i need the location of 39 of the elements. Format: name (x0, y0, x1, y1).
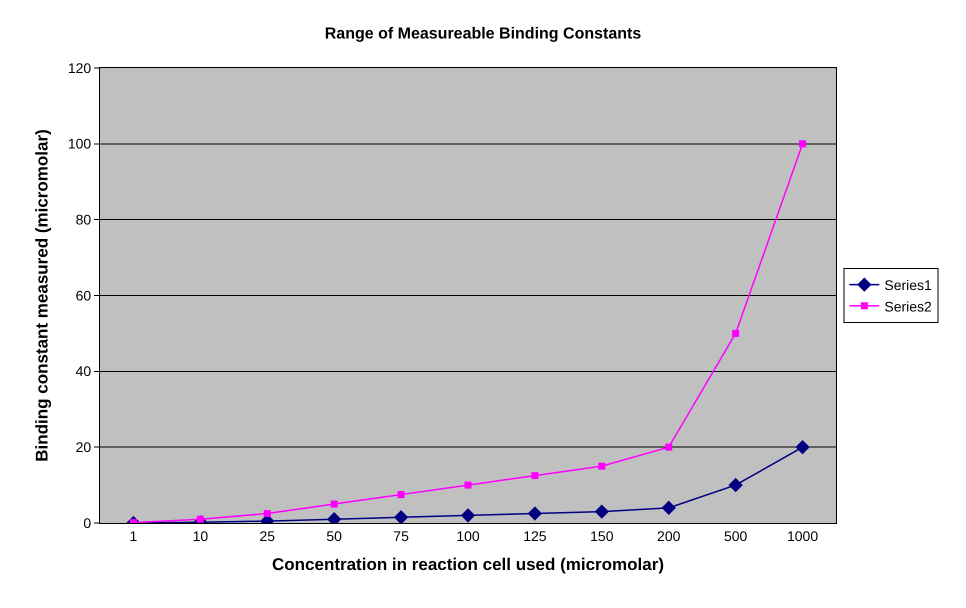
y-tick-label: 100 (68, 136, 92, 152)
point (394, 510, 408, 523)
point (728, 478, 743, 492)
point (662, 500, 676, 515)
x-tick-label: 75 (393, 528, 410, 544)
point (330, 500, 338, 508)
point (665, 444, 672, 451)
x-tick-label: 150 (590, 528, 614, 544)
point (264, 510, 271, 518)
point (732, 330, 740, 337)
x-tick-label: 125 (523, 528, 547, 544)
point (531, 472, 538, 480)
x-tick-label: 1 (130, 528, 138, 544)
y-axis-title: Binding constant measured (micromolar) (32, 129, 52, 462)
legend-label: Series2 (884, 298, 932, 314)
y-tick-label: 80 (76, 212, 92, 228)
y-tick-label: 120 (68, 60, 92, 76)
x-tick-label: 25 (259, 528, 276, 544)
point (594, 504, 609, 519)
x-tick-label: 10 (192, 528, 208, 544)
point (528, 506, 542, 521)
legend-label: Series1 (884, 277, 932, 294)
point (799, 140, 806, 148)
point (398, 491, 405, 498)
x-tick-label: 50 (326, 528, 342, 544)
point (460, 508, 476, 523)
point (598, 462, 606, 470)
point (795, 440, 810, 454)
point (464, 482, 472, 489)
x-tick-label: 100 (456, 528, 480, 544)
x-tick-label: 1000 (786, 528, 818, 544)
x-tick-label: 200 (657, 528, 681, 544)
y-tick-label: 60 (76, 287, 92, 304)
y-tick-label: 0 (83, 514, 92, 531)
x-axis-title: Concentration in reaction cell used (micromolar) (272, 555, 664, 574)
y-tick-label: 40 (76, 363, 92, 380)
y-tick-label: 20 (76, 439, 92, 456)
chart-title: Range of Measureable Binding Constants (324, 26, 642, 43)
x-tick-label: 500 (724, 528, 748, 544)
